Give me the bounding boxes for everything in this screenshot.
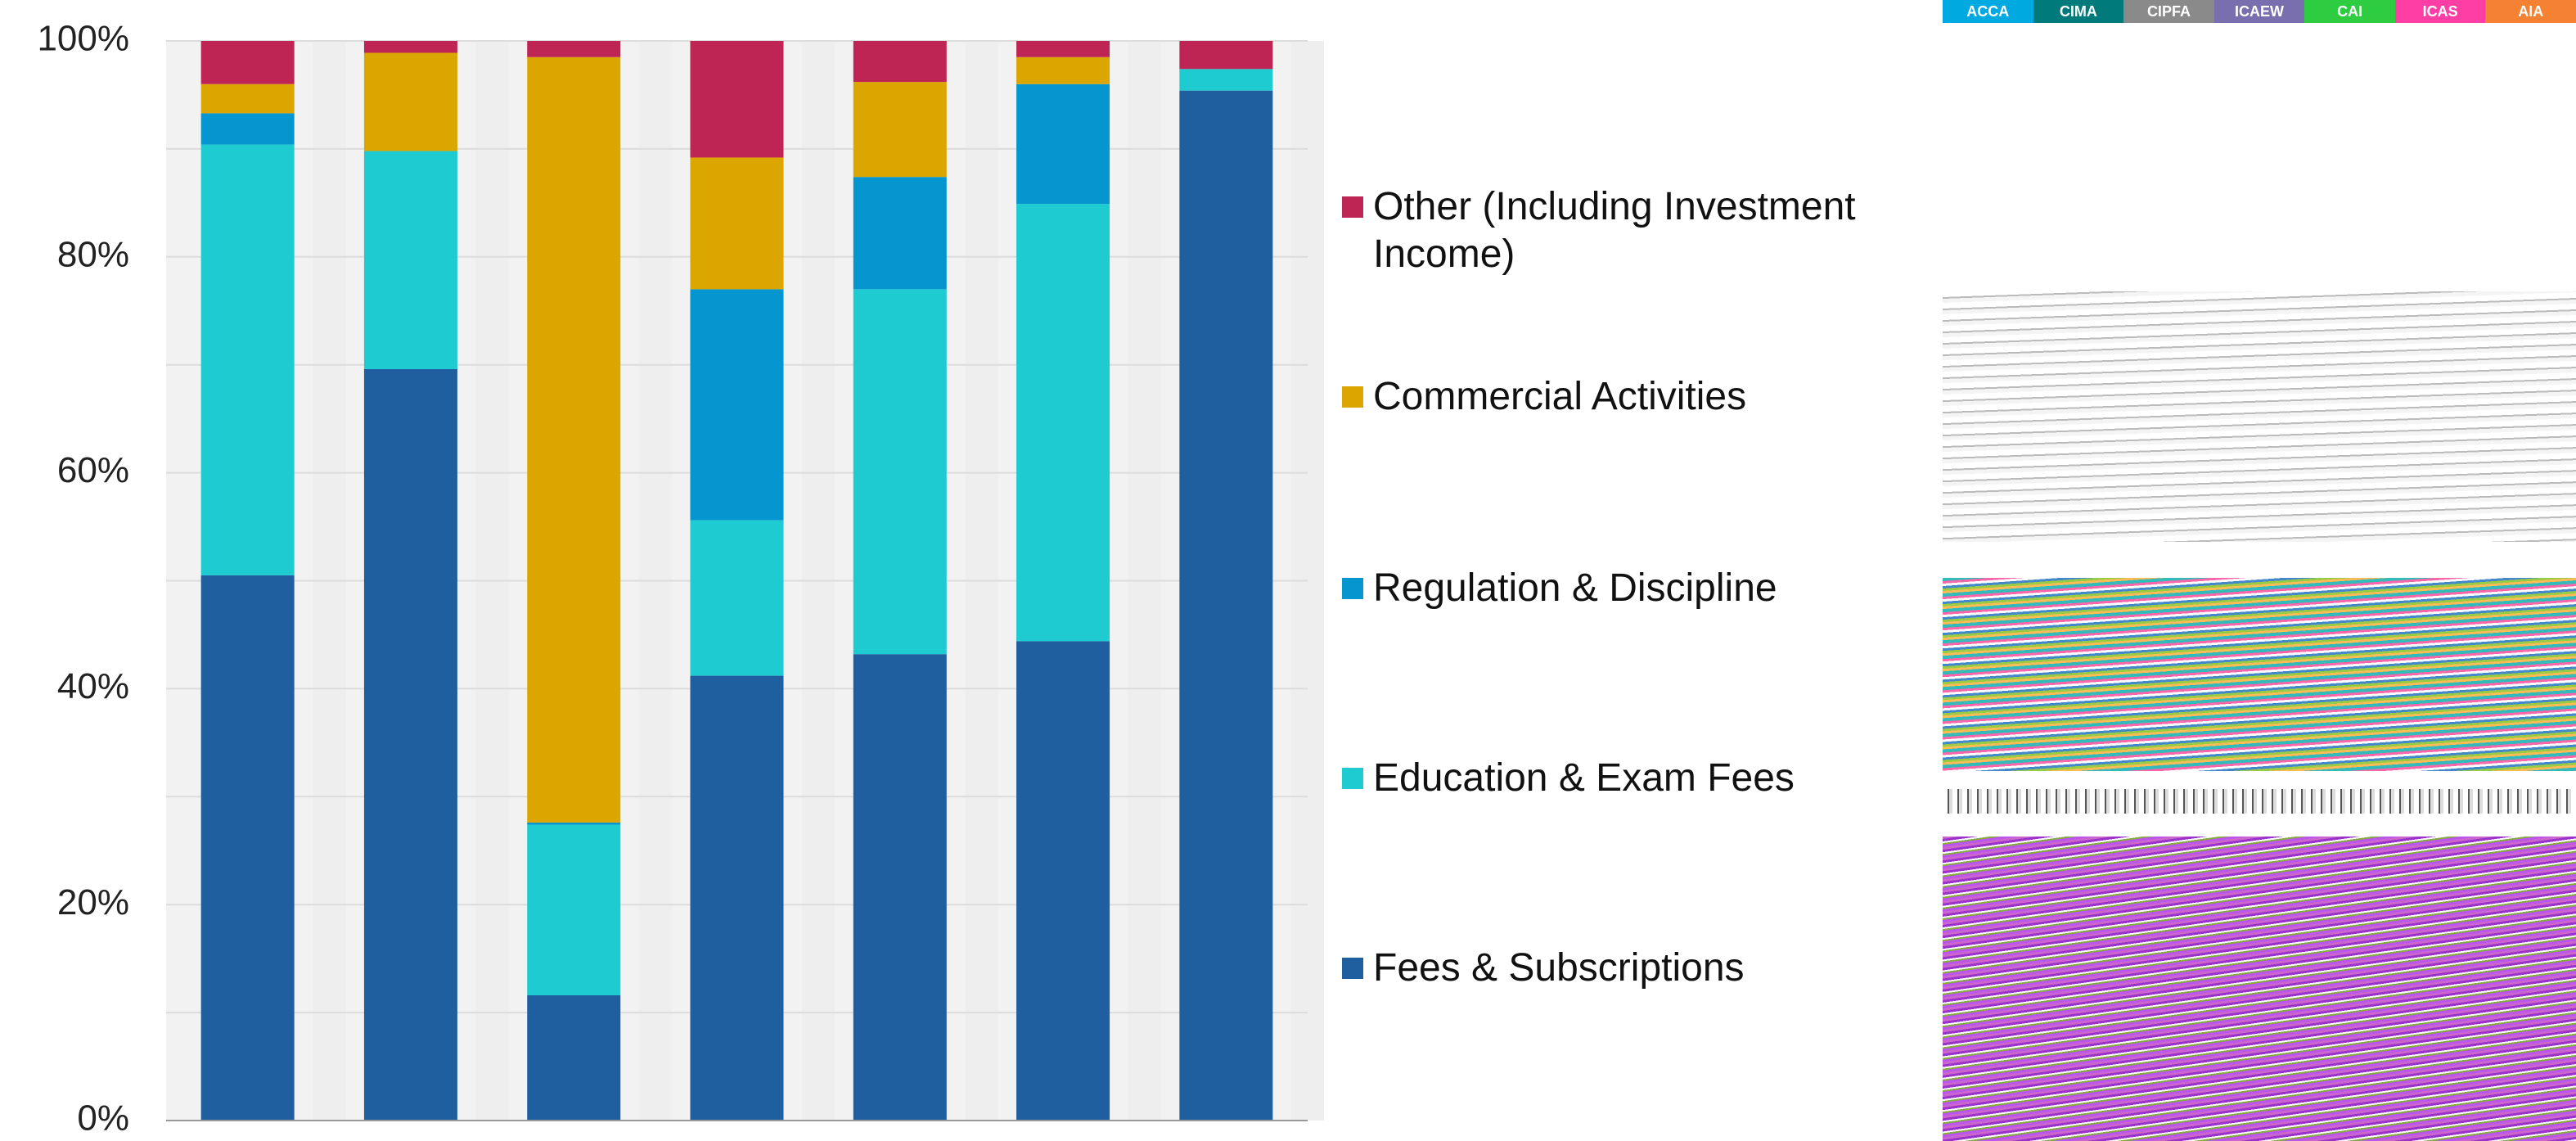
bar-segment [200, 83, 295, 114]
bar-segment [363, 52, 457, 151]
bar-segment [690, 520, 784, 676]
bar-segment [853, 654, 947, 1121]
legend-entry: Fees & Subscriptions [1342, 945, 1898, 992]
bar-segment [1016, 56, 1110, 84]
bar-segment [363, 41, 457, 53]
legend-label: Regulation & Discipline [1373, 566, 1777, 610]
legend-swatch [1342, 958, 1363, 979]
bar-segment [690, 289, 784, 521]
chart: 0% 20% 40% 60% 80% 100% [37, 19, 1324, 1139]
image-fragment [1943, 789, 2576, 814]
bar-segment [853, 289, 947, 655]
bar-segment [1016, 83, 1110, 205]
tab-strip: ACCA CIMA CIPFA ICAEW CAI ICAS AIA [1943, 0, 2576, 23]
legend-swatch [1342, 386, 1363, 408]
bar-segment [1179, 69, 1273, 91]
legend-entry: Other (Including Investment Income) [1342, 183, 1898, 278]
bar-segment [527, 41, 621, 57]
bar-segment [690, 157, 784, 290]
tab[interactable]: ICAS [2394, 0, 2486, 23]
bar-segment [1179, 41, 1273, 70]
image-fragment [1943, 578, 2576, 771]
bar-segment [527, 56, 621, 823]
bar-segment [363, 368, 457, 1121]
bar-segment [853, 177, 947, 290]
bar-segment [363, 151, 457, 369]
y-tick-label: 40% [57, 666, 129, 706]
bar-segment [1016, 204, 1110, 642]
image-fragment [1943, 291, 2576, 542]
bar-segment [1016, 41, 1110, 57]
tab[interactable]: CAI [2304, 0, 2395, 23]
legend-entry: Commercial Activities [1342, 373, 1898, 421]
bar-segment [1016, 641, 1110, 1121]
legend-swatch [1342, 196, 1363, 218]
bar-segment [527, 822, 621, 825]
bar-segment [690, 675, 784, 1121]
legend-swatch [1342, 768, 1363, 789]
tab[interactable]: ACCA [1943, 0, 2033, 23]
bar-segment [200, 144, 295, 575]
bar-segment [200, 575, 295, 1121]
legend-label: Education & Exam Fees [1373, 756, 1795, 800]
tab[interactable]: CIMA [2033, 0, 2124, 23]
bar-segment [200, 41, 295, 84]
bar-segment [690, 41, 784, 158]
legend-label: Other (Including Investment Income) [1373, 185, 1856, 276]
y-tick-label: 100% [37, 19, 129, 59]
legend-swatch [1342, 578, 1363, 599]
bar-segment [853, 82, 947, 178]
tab[interactable]: ICAEW [2213, 0, 2305, 23]
legend-label: Commercial Activities [1373, 375, 1747, 418]
legend-entry: Regulation & Discipline [1342, 565, 1898, 612]
bar-segment [527, 824, 621, 995]
y-tick-label: 60% [57, 450, 129, 490]
y-tick-label: 80% [57, 234, 129, 274]
bar-segment [527, 994, 621, 1121]
legend-entry: Education & Exam Fees [1342, 755, 1898, 802]
tab[interactable]: CIPFA [2123, 0, 2214, 23]
bar-segment [200, 113, 295, 145]
image-fragment [1943, 837, 2576, 1141]
y-tick-label: 0% [77, 1098, 129, 1139]
legend-label: Fees & Subscriptions [1373, 946, 1745, 990]
bar-segment [853, 41, 947, 83]
bar-segment [1179, 90, 1273, 1121]
tab[interactable]: AIA [2485, 0, 2576, 23]
y-tick-label: 20% [57, 882, 129, 922]
